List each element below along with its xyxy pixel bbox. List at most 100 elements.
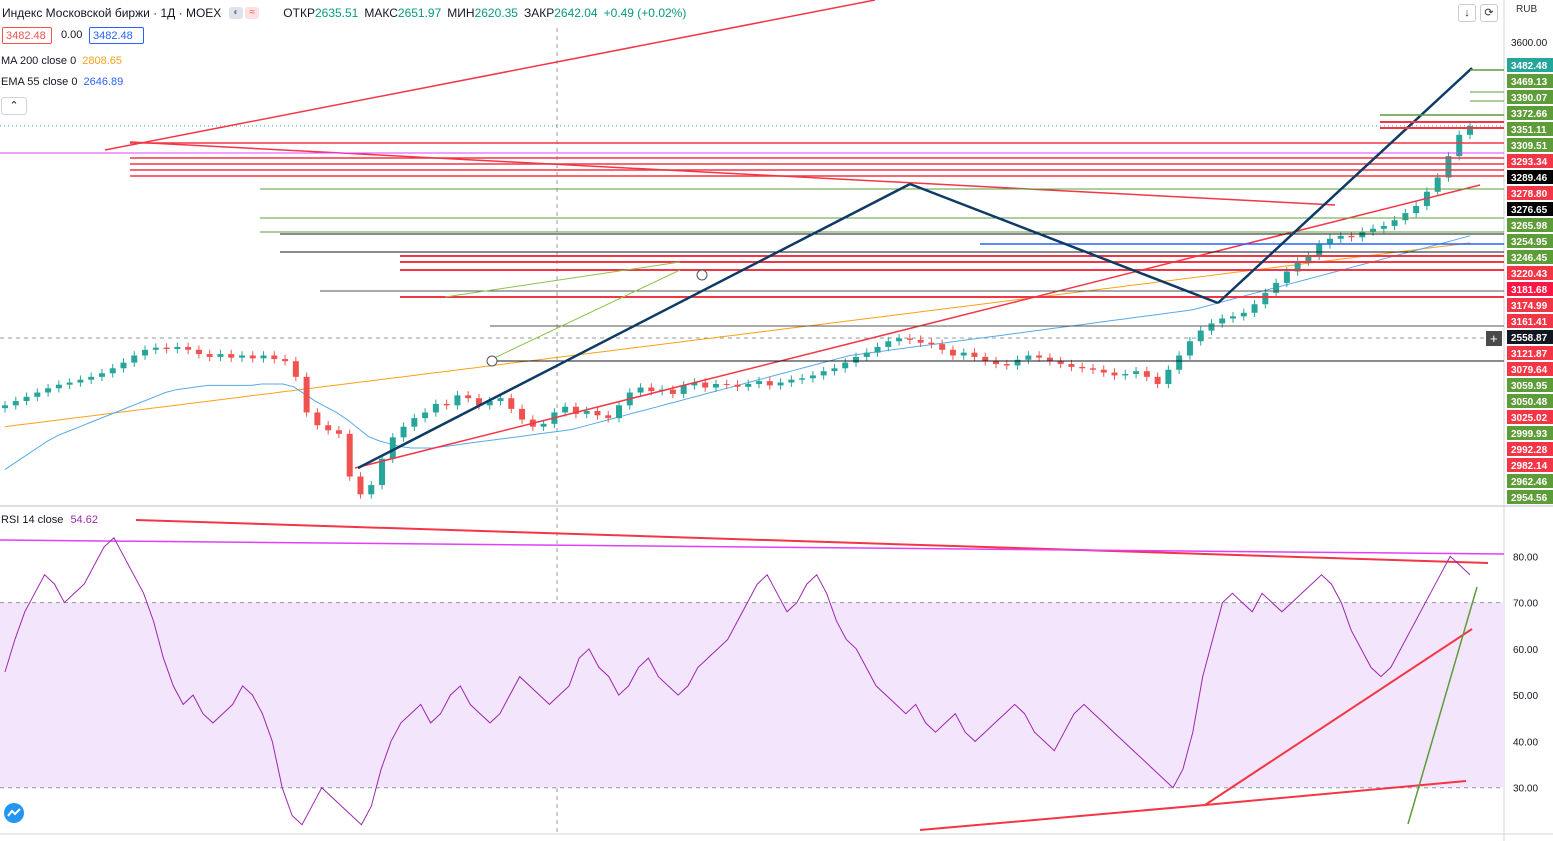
- candle: [1176, 351, 1183, 375]
- price-axis-label[interactable]: 3265.98: [1507, 218, 1553, 232]
- candle: [1100, 365, 1107, 377]
- candle-body: [1445, 156, 1452, 178]
- candle: [756, 376, 763, 389]
- price-axis-label[interactable]: 3469.13: [1507, 74, 1553, 88]
- rsi-legend[interactable]: RSI 14 close 54.62: [1, 514, 98, 526]
- price-axis-label[interactable]: 3293.34: [1507, 154, 1553, 168]
- candle-body: [1348, 235, 1355, 238]
- candle-body: [1413, 205, 1420, 214]
- price-axis-label[interactable]: 3482.48: [1507, 58, 1553, 72]
- price-axis-label[interactable]: 3050.48: [1507, 394, 1553, 408]
- add-level-button[interactable]: +: [1486, 331, 1502, 346]
- rsi-line: [4, 536, 1471, 826]
- rsi-trend-line[interactable]: [1204, 628, 1473, 806]
- price-axis-label[interactable]: 3254.95: [1507, 234, 1553, 248]
- abcd-pattern-line[interactable]: [909, 182, 1219, 305]
- price-axis-label[interactable]: 3174.99: [1507, 298, 1553, 312]
- trend-line[interactable]: [129, 141, 1336, 206]
- price-axis-label[interactable]: 3079.64: [1507, 362, 1553, 376]
- price-axis-label[interactable]: 3278.80: [1507, 186, 1553, 200]
- price-axis-label[interactable]: 3276.65: [1507, 202, 1553, 216]
- candle: [820, 366, 827, 380]
- candle-body: [702, 382, 709, 388]
- scroll-down-button[interactable]: ↓: [1458, 4, 1476, 22]
- ma-label: MA 200 close 0: [1, 55, 77, 67]
- price-axis-label[interactable]: 3025.02: [1507, 410, 1553, 424]
- price-axis-label[interactable]: 3289.46: [1507, 170, 1553, 184]
- ema-legend[interactable]: EMA 55 close 0 2646.89: [1, 76, 123, 88]
- candle-body: [1467, 125, 1473, 135]
- currency-label[interactable]: RUB: [1516, 4, 1538, 15]
- candle-body: [939, 344, 946, 350]
- price-axis-label[interactable]: 2962.46: [1507, 474, 1553, 488]
- rsi-trend-line[interactable]: [1204, 780, 1467, 806]
- price-axis-label[interactable]: 3372.66: [1507, 106, 1553, 120]
- price-label-text: 3482.48: [1511, 61, 1548, 72]
- candle: [1337, 231, 1344, 244]
- candle-body: [292, 361, 299, 377]
- price-axis-label[interactable]: 3059.95: [1507, 378, 1553, 392]
- price-axis-label[interactable]: 3351.11: [1507, 122, 1553, 136]
- price-axis-label[interactable]: 3161.41: [1507, 314, 1553, 328]
- candle-body: [282, 359, 289, 362]
- price-label-bg: [1507, 330, 1553, 344]
- price-axis-label[interactable]: 2558.87: [1507, 330, 1553, 344]
- candle: [411, 413, 418, 431]
- candle: [174, 342, 181, 354]
- anchor-point[interactable]: [486, 355, 498, 367]
- ask-price-box[interactable]: 3482.48: [89, 27, 144, 44]
- abcd-pattern-line[interactable]: [357, 182, 911, 470]
- reset-button[interactable]: ⟳: [1480, 4, 1498, 22]
- candle-body: [152, 347, 159, 350]
- abcd-pattern-line[interactable]: [1217, 67, 1473, 304]
- candle: [1467, 121, 1473, 140]
- candle: [368, 480, 375, 499]
- candle: [863, 348, 870, 362]
- candle-body: [260, 355, 267, 359]
- candle: [1154, 372, 1161, 389]
- candle-body: [486, 401, 493, 406]
- compare-icon[interactable]: ◐ ≈: [229, 7, 260, 19]
- candle-body: [831, 368, 838, 372]
- price-label-text: 3025.02: [1511, 413, 1548, 424]
- candle-body: [303, 376, 310, 413]
- candle-body: [465, 395, 472, 399]
- trend-line[interactable]: [104, 0, 876, 151]
- candle-body: [1122, 374, 1129, 376]
- tradingview-logo-icon[interactable]: [4, 803, 24, 828]
- price-axis-label[interactable]: 3121.87: [1507, 346, 1553, 360]
- ma-legend[interactable]: MA 200 close 0 2808.65: [1, 55, 122, 67]
- price-axis-label[interactable]: 3220.43: [1507, 266, 1553, 280]
- candle-body: [454, 395, 461, 406]
- candle-body: [691, 382, 698, 386]
- price-axis-label[interactable]: 2999.93: [1507, 426, 1553, 440]
- rsi-axis-tick: 60.00: [1513, 645, 1538, 656]
- candle: [766, 376, 773, 390]
- candle-body: [88, 376, 95, 380]
- bid-price-box[interactable]: 3482.48: [2, 27, 52, 44]
- price-axis-label[interactable]: 2982.14: [1507, 458, 1553, 472]
- rsi-trend-line[interactable]: [1407, 586, 1478, 825]
- trend-line[interactable]: [444, 261, 681, 298]
- trend-line[interactable]: [489, 269, 681, 361]
- anchor-point[interactable]: [696, 269, 708, 281]
- price-label-bg: [1507, 314, 1553, 328]
- price-axis-label[interactable]: 3181.68: [1507, 282, 1553, 296]
- candle-body: [788, 379, 795, 383]
- candle: [120, 358, 127, 373]
- price-axis-label[interactable]: 3309.51: [1507, 138, 1553, 152]
- collapse-legend-button[interactable]: ⌃: [1, 97, 27, 115]
- price-axis-label[interactable]: 2992.28: [1507, 442, 1553, 456]
- rsi-trend-line[interactable]: [135, 519, 1489, 564]
- rsi-trend-line[interactable]: [919, 804, 1206, 831]
- price-axis-label[interactable]: 3246.45: [1507, 250, 1553, 264]
- candle-body: [314, 412, 321, 426]
- price-axis-label[interactable]: 2954.56: [1507, 490, 1553, 504]
- candle: [917, 335, 924, 347]
- candle-body: [1240, 312, 1247, 317]
- price-axis-label[interactable]: 3390.07: [1507, 90, 1553, 104]
- rsi-horizontal-line[interactable]: [0, 539, 1505, 555]
- candle: [971, 348, 978, 362]
- symbol-title[interactable]: Индекс Московской биржи · 1Д · MOEX: [2, 6, 222, 20]
